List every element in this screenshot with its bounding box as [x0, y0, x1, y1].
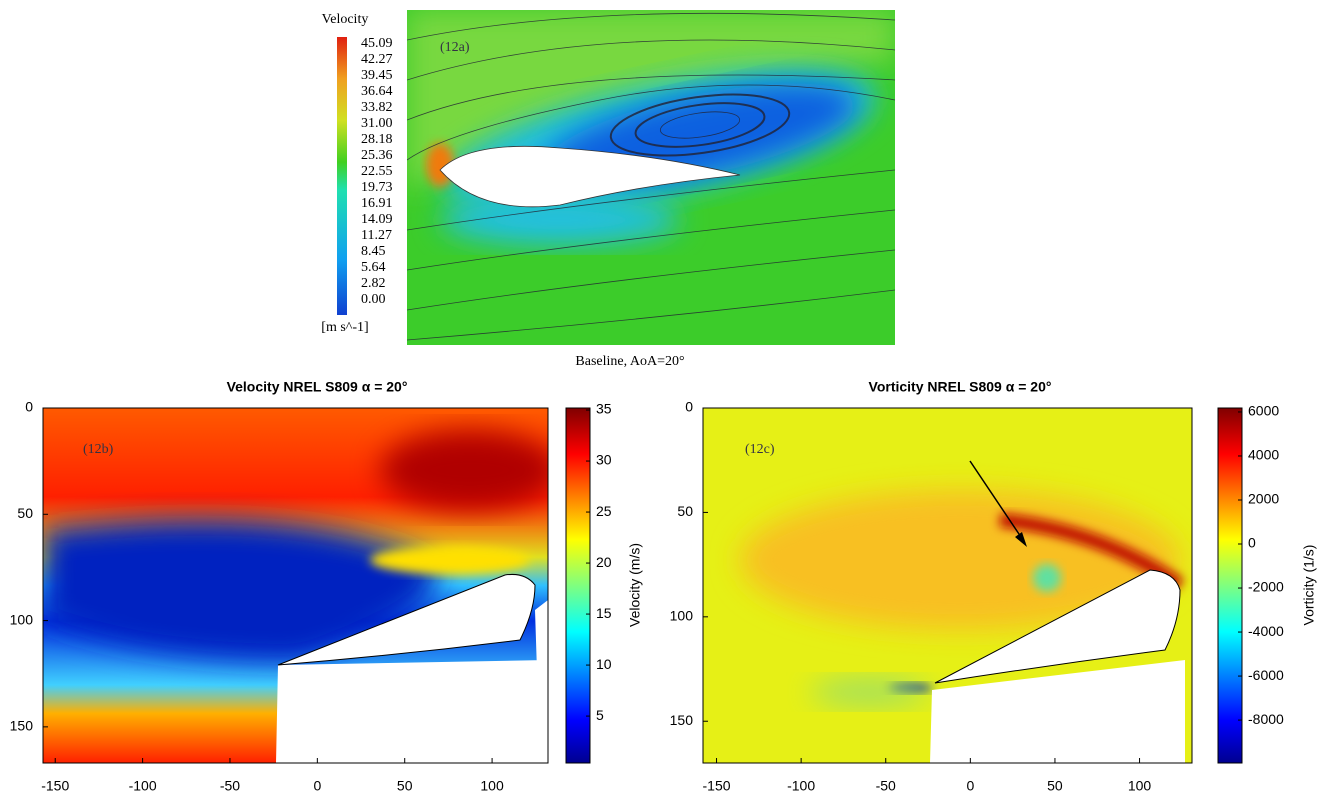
colorbar-label: Velocity (m/s) — [627, 543, 643, 627]
y-tick-label: 100 — [670, 608, 694, 624]
colorbar-a — [337, 37, 347, 315]
y-tick-label: 150 — [670, 712, 694, 728]
colorbar-tick-label: 42.27 — [361, 52, 393, 67]
colorbar-tick-label: 31.00 — [361, 116, 393, 131]
colorbar-tick-label: 25 — [596, 503, 612, 519]
vorticity-field-c — [703, 408, 1192, 763]
velocity-field-a — [407, 10, 895, 345]
colorbar-tick-label: 5 — [596, 707, 604, 723]
colorbar-tick-label: -4000 — [1248, 623, 1284, 639]
colorbar-tick-label: 19.73 — [361, 180, 393, 195]
y-tick-label: 50 — [677, 503, 693, 519]
colorbar-label: Vorticity (1/s) — [1301, 545, 1317, 626]
colorbar-tick-label: 11.27 — [361, 228, 392, 243]
colorbar-unit: [m s^-1] — [321, 320, 368, 335]
y-tick-label: 150 — [10, 718, 34, 734]
colorbar-tick-label: 16.91 — [361, 196, 393, 211]
colorbar-tick-label: -6000 — [1248, 667, 1284, 683]
chart-title: Vorticity NREL S809 α = 20° — [869, 379, 1052, 395]
colorbar-tick-label: 14.09 — [361, 212, 393, 227]
colorbar-tick-label: 36.64 — [361, 84, 393, 99]
colorbar-tick-label: 0 — [1248, 535, 1256, 551]
panel-label: (12a) — [440, 40, 470, 55]
colorbar-tick-label: 2.82 — [361, 276, 386, 291]
colorbar-tick-label: 8.45 — [361, 244, 386, 259]
y-tick-label: 50 — [17, 505, 33, 521]
x-tick-label: -50 — [220, 778, 240, 794]
x-tick-label: -100 — [787, 778, 815, 794]
colorbar-tick-label: 39.45 — [361, 68, 393, 83]
colorbar-tick-label: 15 — [596, 605, 612, 621]
y-tick-label: 0 — [685, 399, 693, 415]
colorbar-tick-label: 45.09 — [361, 36, 393, 51]
colorbar-tick-label: 0.00 — [361, 292, 386, 307]
colorbar-tick-label: 22.55 — [361, 164, 393, 179]
arrow-head — [1015, 532, 1027, 547]
x-tick-label: -150 — [703, 778, 731, 794]
colorbar-tick-label: -8000 — [1248, 711, 1284, 727]
caption: Baseline, AoA=20° — [575, 354, 684, 369]
arrow — [969, 460, 1026, 544]
x-tick-label: 0 — [313, 778, 321, 794]
panel-label: (12c) — [745, 442, 775, 457]
colorbar-title: Velocity — [322, 12, 369, 27]
x-tick-label: -50 — [876, 778, 896, 794]
colorbar-tick-label: 33.82 — [361, 100, 393, 115]
panel-label: (12b) — [83, 442, 114, 457]
x-tick-label: -150 — [41, 778, 69, 794]
colorbar-tick-label: 28.18 — [361, 132, 393, 147]
x-tick-label: 100 — [480, 778, 504, 794]
x-tick-label: 0 — [966, 778, 974, 794]
x-tick-label: 100 — [1128, 778, 1152, 794]
velocity-field-b — [43, 408, 548, 763]
colorbar-tick-label: 30 — [596, 452, 612, 468]
colorbar-tick-label: 20 — [596, 554, 612, 570]
colorbar-tick-label: 35 — [596, 401, 612, 417]
colorbar-tick-label: 25.36 — [361, 148, 393, 163]
chart-title: Velocity NREL S809 α = 20° — [227, 379, 408, 395]
colorbar-tick-label: 6000 — [1248, 403, 1279, 419]
colorbar-tick-label: 4000 — [1248, 447, 1279, 463]
x-tick-label: 50 — [397, 778, 413, 794]
colorbar-tick-label: 5.64 — [361, 260, 386, 275]
x-tick-label: -100 — [129, 778, 157, 794]
axes-b — [42, 407, 549, 764]
x-tick-label: 50 — [1047, 778, 1063, 794]
colorbar-b — [565, 407, 591, 764]
colorbar-c — [1217, 407, 1243, 764]
axes-c — [702, 407, 1193, 764]
y-tick-label: 100 — [10, 611, 34, 627]
colorbar-tick-label: -2000 — [1248, 579, 1284, 595]
y-tick-label: 0 — [25, 399, 33, 415]
colorbar-tick-label: 10 — [596, 656, 612, 672]
colorbar-tick-label: 2000 — [1248, 491, 1279, 507]
